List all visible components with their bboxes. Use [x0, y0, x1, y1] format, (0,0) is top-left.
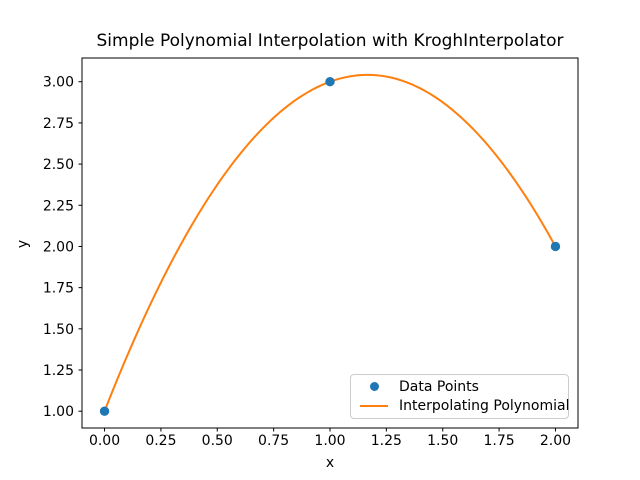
- x-tick-label: 1.25: [371, 433, 402, 449]
- y-tick-label: 1.25: [43, 363, 74, 379]
- y-axis-label: y: [15, 239, 31, 249]
- legend: Data Points Interpolating Polynomial: [350, 374, 570, 419]
- x-tick-label: 2.00: [540, 433, 571, 449]
- y-tick-label: 2.50: [43, 157, 74, 173]
- y-tick-label: 1.50: [43, 322, 74, 338]
- x-tick-label: 0.50: [202, 433, 233, 449]
- x-tick-label: 1.00: [314, 433, 345, 449]
- data-point: [325, 77, 335, 87]
- x-tick-label: 1.50: [427, 433, 458, 449]
- plot-frame: [81, 57, 579, 429]
- legend-marker-cell: [357, 382, 391, 392]
- legend-label-interpolating-polynomial: Interpolating Polynomial: [399, 398, 570, 415]
- x-tick-label: 0.75: [258, 433, 289, 449]
- y-tick-label: 1.00: [43, 404, 74, 420]
- legend-label-data-points: Data Points: [399, 378, 479, 395]
- y-tick-label: 2.00: [43, 239, 74, 255]
- y-tick-label: 2.25: [43, 198, 74, 214]
- x-tick-label: 0.00: [89, 433, 120, 449]
- y-tick-label: 2.75: [43, 116, 74, 132]
- data-point: [99, 406, 110, 416]
- scatter-dot-icon: [369, 382, 379, 392]
- x-tick-label: 1.75: [484, 433, 515, 449]
- x-axis-label: x: [325, 455, 335, 471]
- y-tick-label: 1.75: [43, 281, 74, 297]
- chart-title: Simple Polynomial Interpolation with Kro…: [96, 31, 564, 51]
- legend-item-interpolating-polynomial: Interpolating Polynomial: [357, 398, 570, 416]
- data-point: [550, 241, 561, 252]
- y-tick-label: 3.00: [43, 75, 74, 91]
- interpolating-polynomial-curve: [103, 73, 557, 413]
- legend-marker-cell: [357, 405, 391, 408]
- x-tick-label: 0.25: [145, 433, 176, 449]
- legend-item-data-points: Data Points: [357, 378, 562, 396]
- line-sample-icon: [360, 405, 388, 408]
